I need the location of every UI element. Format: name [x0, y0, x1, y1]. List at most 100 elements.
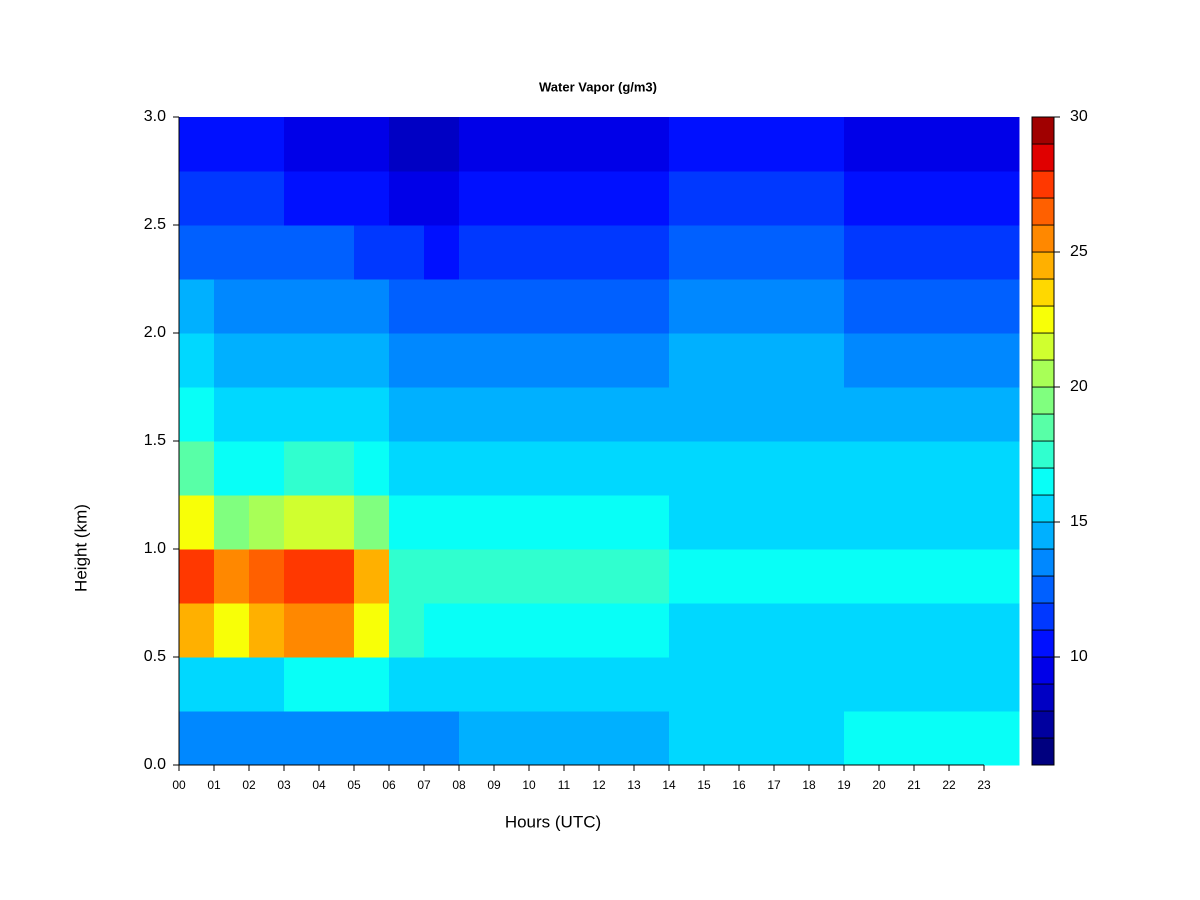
heat-cell — [564, 225, 600, 280]
heat-cell — [844, 387, 880, 442]
heat-cell — [739, 225, 775, 280]
colorbar-tick-label: 20 — [1070, 378, 1088, 395]
heat-cell — [214, 279, 250, 334]
x-tick-label: 09 — [487, 778, 501, 792]
heat-cell — [984, 171, 1020, 226]
heat-cell — [389, 171, 425, 226]
heat-cell — [669, 279, 705, 334]
heat-cell — [564, 171, 600, 226]
heat-cell — [249, 279, 285, 334]
heat-cell — [424, 495, 460, 550]
colorbar-band — [1031, 656, 1055, 685]
heat-cell — [389, 549, 425, 604]
heat-cell — [984, 117, 1020, 172]
heat-cell — [774, 549, 810, 604]
heat-cell — [494, 117, 530, 172]
heat-cell — [879, 711, 915, 766]
heat-cell — [984, 225, 1020, 280]
heat-cell — [564, 603, 600, 658]
heat-cell — [879, 441, 915, 496]
x-tick-label: 05 — [347, 778, 361, 792]
heat-cell — [529, 441, 565, 496]
heat-cell — [459, 603, 495, 658]
heat-cell — [564, 117, 600, 172]
heat-cell — [424, 333, 460, 388]
heat-cell — [809, 387, 845, 442]
heat-cell — [284, 225, 320, 280]
heat-cell — [319, 171, 355, 226]
heat-cell — [599, 441, 635, 496]
x-tick-label: 16 — [732, 778, 746, 792]
heat-cell — [249, 495, 285, 550]
heat-cell — [809, 171, 845, 226]
heat-cell — [809, 279, 845, 334]
heat-cell — [214, 333, 250, 388]
x-tick-label: 12 — [592, 778, 606, 792]
heat-cell — [949, 603, 985, 658]
heat-cell — [354, 333, 390, 388]
colorbar-band — [1031, 251, 1055, 280]
heat-cell — [424, 279, 460, 334]
heat-cell — [704, 225, 740, 280]
heat-cell — [179, 333, 215, 388]
heat-cell — [949, 279, 985, 334]
heat-cell — [879, 603, 915, 658]
heat-cell — [809, 603, 845, 658]
heat-cell — [984, 441, 1020, 496]
heat-cell — [739, 117, 775, 172]
colorbar-band — [1031, 548, 1055, 577]
colorbar-band — [1031, 278, 1055, 307]
colorbar-band — [1031, 440, 1055, 469]
heat-cell — [809, 495, 845, 550]
heat-cell — [214, 117, 250, 172]
heat-cell — [319, 495, 355, 550]
heat-cell — [284, 171, 320, 226]
heat-cell — [319, 387, 355, 442]
heat-cell — [459, 225, 495, 280]
colorbar-band — [1031, 602, 1055, 631]
heat-cell — [809, 333, 845, 388]
heat-cell — [214, 495, 250, 550]
heat-cell — [354, 441, 390, 496]
y-tick-label: 2.0 — [144, 324, 166, 341]
heat-cell — [984, 495, 1020, 550]
heat-cell — [459, 117, 495, 172]
heat-cell — [529, 333, 565, 388]
heat-cell — [179, 495, 215, 550]
heat-cell — [389, 387, 425, 442]
heat-cell — [704, 549, 740, 604]
colorbar-band — [1031, 359, 1055, 388]
heat-cell — [494, 279, 530, 334]
colorbar-band — [1031, 710, 1055, 739]
heat-cell — [599, 117, 635, 172]
heat-cell — [739, 549, 775, 604]
heat-cell — [809, 117, 845, 172]
heat-cell — [704, 657, 740, 712]
colorbar-band — [1031, 494, 1055, 523]
heat-cell — [844, 603, 880, 658]
heat-cell — [634, 549, 670, 604]
x-tick-label: 06 — [382, 778, 396, 792]
heat-cell — [914, 117, 950, 172]
heat-cell — [529, 387, 565, 442]
heat-cell — [599, 225, 635, 280]
heat-cell — [599, 495, 635, 550]
heat-cell — [669, 549, 705, 604]
heat-cell — [844, 441, 880, 496]
heat-cell — [494, 711, 530, 766]
heat-cell — [774, 603, 810, 658]
heat-cell — [459, 711, 495, 766]
heat-cell — [599, 549, 635, 604]
heat-cell — [914, 333, 950, 388]
colorbar-band — [1031, 629, 1055, 658]
heat-cell — [809, 441, 845, 496]
heat-cell — [389, 603, 425, 658]
heat-cell — [529, 117, 565, 172]
heat-cell — [879, 171, 915, 226]
heat-cell — [599, 279, 635, 334]
colorbar-band — [1031, 737, 1055, 766]
heat-cell — [389, 711, 425, 766]
heat-cell — [704, 603, 740, 658]
heat-cell — [564, 441, 600, 496]
heat-cell — [739, 711, 775, 766]
